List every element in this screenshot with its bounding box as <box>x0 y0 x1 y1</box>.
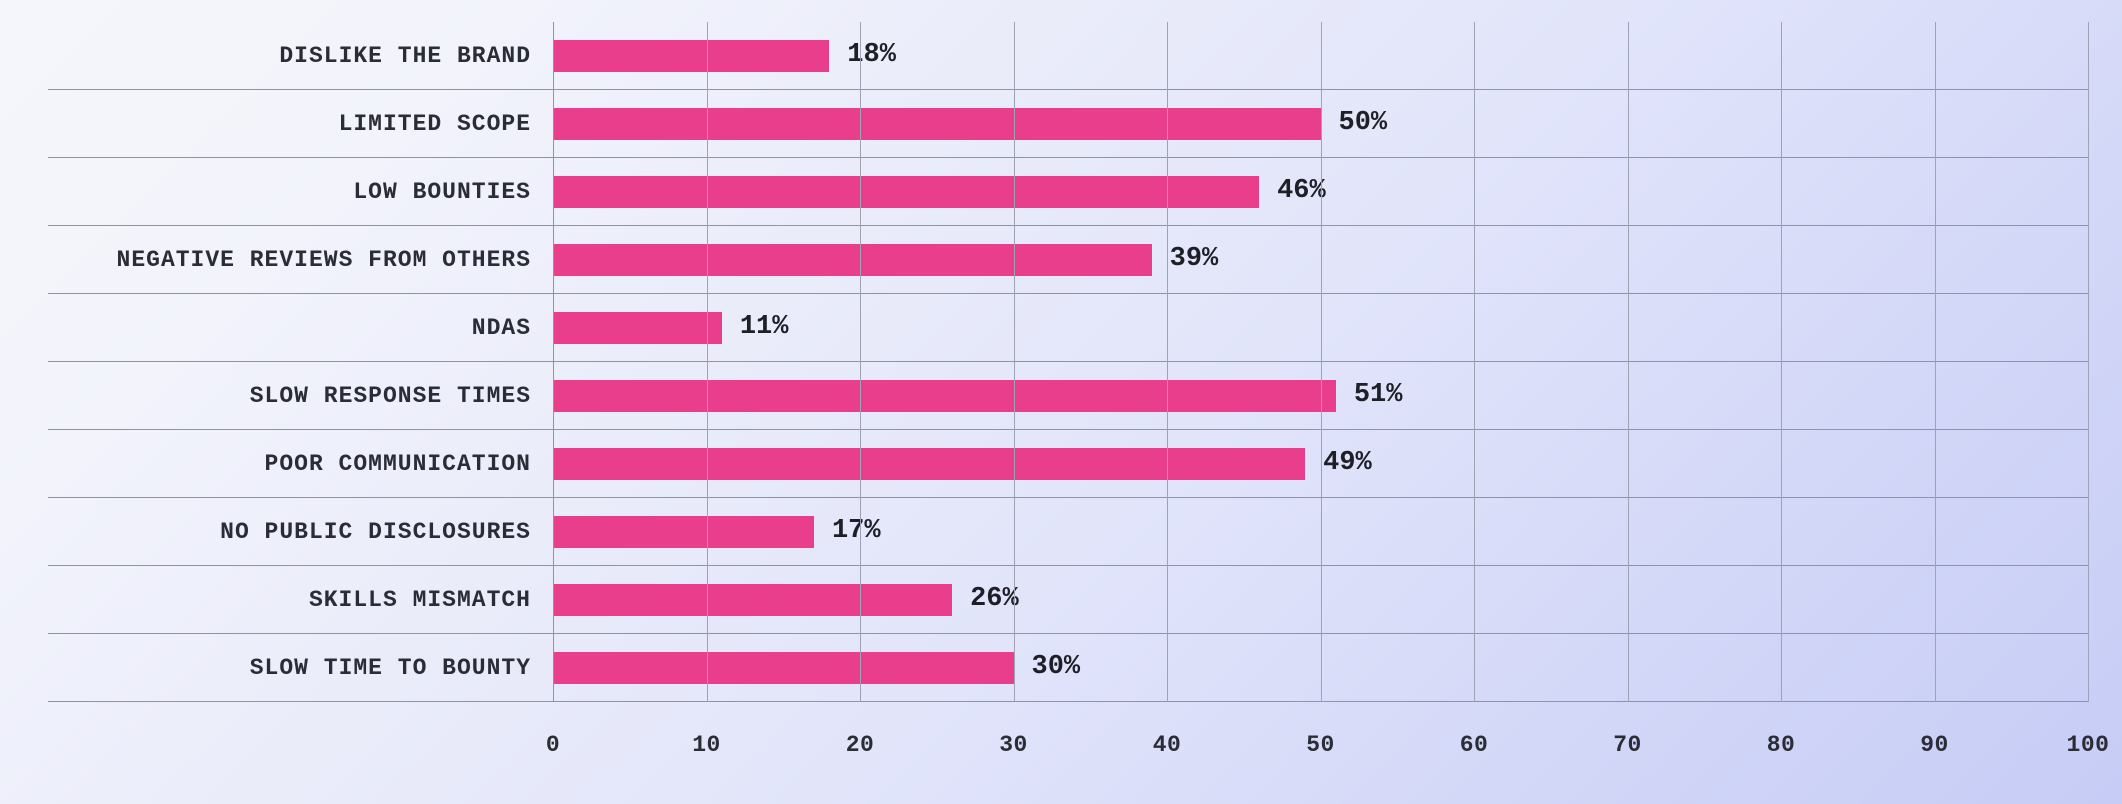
category-label: SLOW RESPONSE TIMES <box>250 383 531 409</box>
x-tick-label: 50 <box>1306 732 1335 758</box>
chart-row: SLOW RESPONSE TIMES 51% <box>48 362 2088 430</box>
chart-row: SKILLS MISMATCH 26% <box>48 566 2088 634</box>
chart-row: NEGATIVE REVIEWS FROM OTHERS 39% <box>48 226 2088 294</box>
gridline <box>707 22 708 702</box>
category-label-wrap: LIMITED SCOPE <box>48 90 531 157</box>
chart-row: NO PUBLIC DISCLOSURES 17% <box>48 498 2088 566</box>
value-label: 17% <box>832 516 881 546</box>
value-label: 46% <box>1277 176 1326 206</box>
bar <box>553 40 829 72</box>
chart-row: DISLIKE THE BRAND 18% <box>48 22 2088 90</box>
x-tick-label: 20 <box>846 732 875 758</box>
chart-row: POOR COMMUNICATION 49% <box>48 430 2088 498</box>
category-label-wrap: NDAS <box>48 294 531 361</box>
gridline <box>1167 22 1168 702</box>
category-label: NDAS <box>472 315 531 341</box>
value-label: 18% <box>847 40 896 70</box>
bar <box>553 108 1321 140</box>
gridline <box>1474 22 1475 702</box>
bar <box>553 652 1014 684</box>
x-tick-label: 10 <box>692 732 721 758</box>
gridline <box>1014 22 1015 702</box>
value-label: 30% <box>1032 652 1081 682</box>
y-axis-line <box>553 22 554 702</box>
x-tick-label: 90 <box>1920 732 1949 758</box>
category-label-wrap: NO PUBLIC DISCLOSURES <box>48 498 531 565</box>
gridline <box>1321 22 1322 702</box>
x-tick-label: 30 <box>999 732 1028 758</box>
value-label: 50% <box>1339 108 1388 138</box>
category-label-wrap: NEGATIVE REVIEWS FROM OTHERS <box>48 226 531 293</box>
x-tick-label: 100 <box>2067 732 2110 758</box>
x-tick-label: 40 <box>1153 732 1182 758</box>
bar <box>553 312 722 344</box>
value-label: 26% <box>970 584 1019 614</box>
x-tick-label: 80 <box>1767 732 1796 758</box>
bar-chart: DISLIKE THE BRAND 18% LIMITED SCOPE 50% LOW … <box>0 0 2122 804</box>
bar <box>553 244 1152 276</box>
category-label-wrap: LOW BOUNTIES <box>48 158 531 225</box>
bar <box>553 584 952 616</box>
bar <box>553 516 814 548</box>
chart-row: LOW BOUNTIES 46% <box>48 158 2088 226</box>
plot-area: DISLIKE THE BRAND 18% LIMITED SCOPE 50% LOW … <box>48 22 2088 702</box>
gridline <box>860 22 861 702</box>
chart-row: NDAS 11% <box>48 294 2088 362</box>
value-label: 49% <box>1323 448 1372 478</box>
x-tick-label: 0 <box>546 732 560 758</box>
category-label-wrap: SLOW RESPONSE TIMES <box>48 362 531 429</box>
category-label: LOW BOUNTIES <box>353 179 531 205</box>
category-label: NO PUBLIC DISCLOSURES <box>220 519 531 545</box>
gridline <box>1935 22 1936 702</box>
category-label: POOR COMMUNICATION <box>265 451 531 477</box>
value-label: 51% <box>1354 380 1403 410</box>
category-label-wrap: DISLIKE THE BRAND <box>48 22 531 89</box>
chart-row: LIMITED SCOPE 50% <box>48 90 2088 158</box>
bar <box>553 380 1336 412</box>
category-label: DISLIKE THE BRAND <box>279 43 531 69</box>
category-label: LIMITED SCOPE <box>339 111 531 137</box>
x-tick-label: 60 <box>1460 732 1489 758</box>
value-label: 39% <box>1170 244 1219 274</box>
bar <box>553 176 1259 208</box>
gridline <box>2088 22 2089 702</box>
value-label: 11% <box>740 312 789 342</box>
category-label-wrap: SKILLS MISMATCH <box>48 566 531 633</box>
category-label: SLOW TIME TO BOUNTY <box>250 655 531 681</box>
gridline <box>1628 22 1629 702</box>
category-label-wrap: SLOW TIME TO BOUNTY <box>48 634 531 701</box>
chart-row: SLOW TIME TO BOUNTY 30% <box>48 634 2088 702</box>
category-label-wrap: POOR COMMUNICATION <box>48 430 531 497</box>
rows-container: DISLIKE THE BRAND 18% LIMITED SCOPE 50% LOW … <box>48 22 2088 702</box>
gridline <box>1781 22 1782 702</box>
bar <box>553 448 1305 480</box>
category-label: NEGATIVE REVIEWS FROM OTHERS <box>117 247 531 273</box>
x-tick-label: 70 <box>1613 732 1642 758</box>
category-label: SKILLS MISMATCH <box>309 587 531 613</box>
